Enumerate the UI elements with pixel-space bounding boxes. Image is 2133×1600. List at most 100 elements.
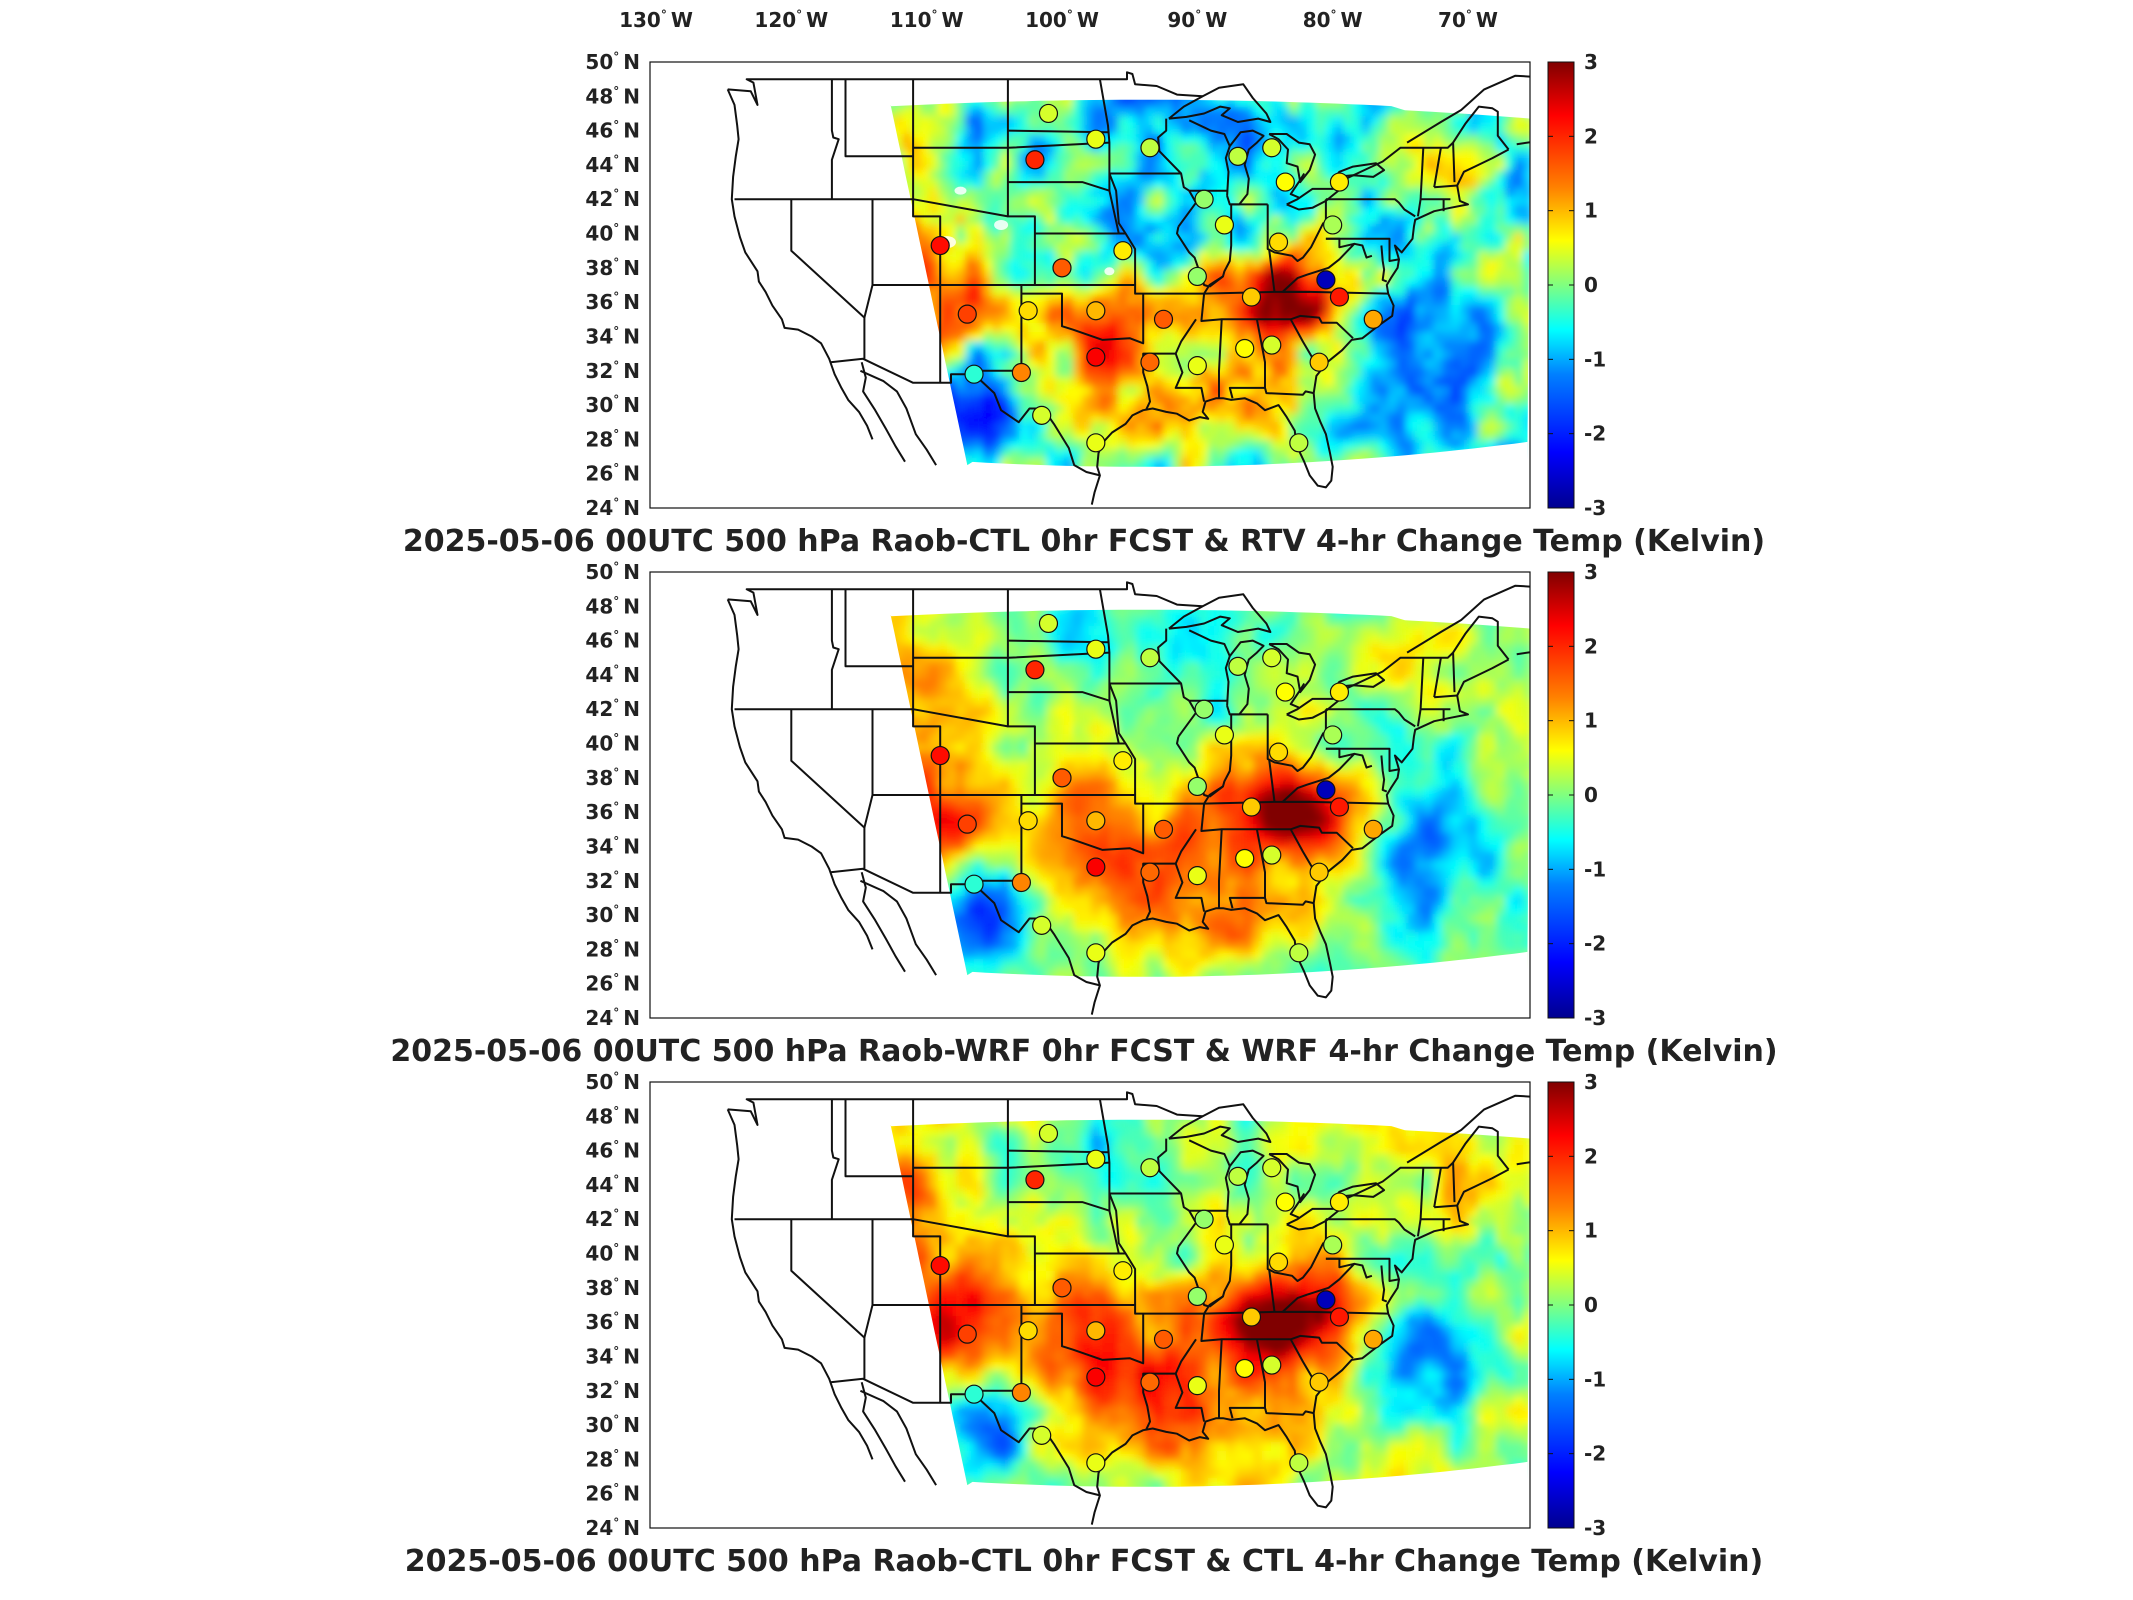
lat-tick-label: 42° N — [585, 1207, 640, 1231]
raob-station-marker — [1086, 129, 1106, 149]
lat-tick-label: 30° N — [585, 1413, 640, 1437]
colorbar-tick-label: 1 — [1584, 199, 1598, 223]
lat-tick-label: 28° N — [585, 427, 640, 451]
raob-station-marker — [957, 814, 977, 834]
raob-station-marker — [1268, 232, 1289, 252]
raob-station-marker — [1323, 1235, 1343, 1255]
raob-station-marker — [1086, 1321, 1106, 1341]
raob-station-marker — [1187, 1286, 1207, 1307]
raob-station-marker — [1140, 862, 1160, 882]
raob-station-marker — [1011, 872, 1032, 893]
lat-tick-label: 36° N — [585, 1310, 640, 1334]
map-boundaries — [726, 1091, 1530, 1525]
lat-tick-label: 46° N — [585, 629, 640, 653]
raob-station-marker — [1086, 639, 1106, 659]
lon-tick-label: 110° W — [890, 8, 964, 32]
raob-station-marker — [1086, 433, 1106, 453]
lon-tick-label: 90° W — [1167, 8, 1227, 32]
raob-station-marker — [1187, 776, 1207, 797]
raob-station-marker — [1032, 915, 1052, 935]
raob-station-marker — [1153, 309, 1174, 329]
raob-station-marker — [1363, 819, 1383, 839]
colorbar: 3 2 1 0 -1 -2 -3 — [1547, 1070, 1606, 1540]
lat-tick-label: 40° N — [585, 1242, 640, 1266]
colorbar-tick-label: -2 — [1584, 932, 1606, 956]
raob-station-marker — [1262, 845, 1282, 865]
lat-tick-label: 46° N — [585, 119, 640, 143]
raob-station-marker — [1241, 287, 1262, 307]
panel-title-ctl: 2025-05-06 00UTC 500 hPa Raob-CTL 0hr FC… — [405, 1544, 1763, 1579]
lat-tick-label: 30° N — [585, 903, 640, 927]
lat-tick-label: 46° N — [585, 1139, 640, 1163]
map-panel-ctl: 50° N 48° N 46° N 44° N 42° N 40° N 38° N 36° N 34° N 32° N… — [585, 1070, 1606, 1540]
colorbar-tick-label: -3 — [1584, 496, 1606, 520]
raob-station-marker — [1323, 725, 1343, 745]
raob-station-marker — [1275, 682, 1295, 702]
raob-station-marker — [957, 1324, 977, 1344]
raob-station-marker — [964, 1384, 984, 1404]
raob-station-marker — [1194, 699, 1214, 719]
raob-station-marker — [1153, 1329, 1174, 1349]
lat-tick-label: 38° N — [585, 766, 640, 790]
raob-stations — [930, 103, 1383, 453]
colorbar-tick-label: -3 — [1584, 1516, 1606, 1540]
colorbar-tick-label: 3 — [1584, 1070, 1598, 1094]
map-panel-wrf: 50° N 48° N 46° N 44° N 42° N 40° N 38° N 36° N 34° N 32° N… — [585, 560, 1606, 1030]
raob-stations — [930, 613, 1383, 963]
lat-tick-label: 42° N — [585, 187, 640, 211]
raob-station-marker — [1309, 352, 1329, 372]
lat-tick-label: 32° N — [585, 359, 640, 383]
raob-station-marker — [964, 874, 984, 894]
raob-station-marker — [1329, 797, 1350, 817]
raob-station-marker — [1113, 241, 1133, 261]
raob-station-marker — [1187, 266, 1207, 287]
raob-station-marker — [1194, 1209, 1214, 1229]
map-panel-rtv: 50° N 48° N 46° N 44° N 42° N 40° N 38° N 36° N 34° N 32° N… — [585, 50, 1606, 520]
raob-station-marker — [1228, 1166, 1248, 1186]
raob-station-marker — [1323, 215, 1343, 235]
raob-station-marker — [1025, 1170, 1045, 1190]
raob-station-marker — [1038, 103, 1059, 124]
raob-station-marker — [1329, 172, 1350, 192]
lon-tick-label: 120° W — [754, 8, 828, 32]
raob-stations — [930, 1123, 1383, 1473]
raob-station-marker — [930, 745, 950, 766]
raob-station-marker — [1187, 1376, 1207, 1396]
raob-station-marker — [1241, 797, 1262, 817]
raob-station-marker — [1032, 405, 1052, 425]
raob-station-marker — [1153, 819, 1174, 839]
colorbar-tick-label: -2 — [1584, 1442, 1606, 1466]
lat-tick-label: 26° N — [585, 1482, 640, 1506]
lon-axis-labels: 130° W 120° W 110° W 100° W 90° W 80° W 70° W — [619, 8, 1498, 32]
raob-station-marker — [1309, 862, 1329, 882]
lat-tick-label: 40° N — [585, 222, 640, 246]
raob-station-marker — [1289, 1453, 1309, 1473]
colorbar: 3 2 1 0 -1 -2 -3 — [1547, 560, 1606, 1030]
raob-station-marker — [1194, 189, 1214, 209]
map-frame — [649, 571, 1531, 1019]
lat-tick-label: 40° N — [585, 732, 640, 756]
raob-station-marker — [1268, 1252, 1289, 1272]
lon-tick-label: 100° W — [1025, 8, 1099, 32]
raob-station-marker — [1214, 725, 1235, 745]
raob-station-marker — [1113, 751, 1133, 771]
lon-tick-label: 80° W — [1303, 8, 1363, 32]
panel-title-rtv: 2025-05-06 00UTC 500 hPa Raob-CTL 0hr FC… — [403, 524, 1765, 559]
lon-tick-label: 70° W — [1438, 8, 1498, 32]
raob-station-marker — [1289, 433, 1309, 453]
lat-tick-label: 44° N — [585, 663, 640, 687]
raob-station-marker — [1329, 1192, 1350, 1212]
raob-station-marker — [1052, 1278, 1072, 1298]
colorbar-tick-label: -1 — [1584, 1367, 1606, 1391]
lat-tick-label: 28° N — [585, 937, 640, 961]
raob-station-marker — [1329, 287, 1350, 307]
raob-station-marker — [1262, 1158, 1282, 1178]
raob-station-marker — [1011, 362, 1032, 383]
raob-station-marker — [1262, 1355, 1282, 1375]
lat-tick-label: 50° N — [585, 560, 640, 584]
colorbar-tick-label: -2 — [1584, 422, 1606, 446]
lat-tick-label: 32° N — [585, 869, 640, 893]
lat-tick-label: 48° N — [585, 84, 640, 108]
raob-station-marker — [1262, 335, 1282, 355]
raob-station-marker — [1262, 138, 1282, 158]
